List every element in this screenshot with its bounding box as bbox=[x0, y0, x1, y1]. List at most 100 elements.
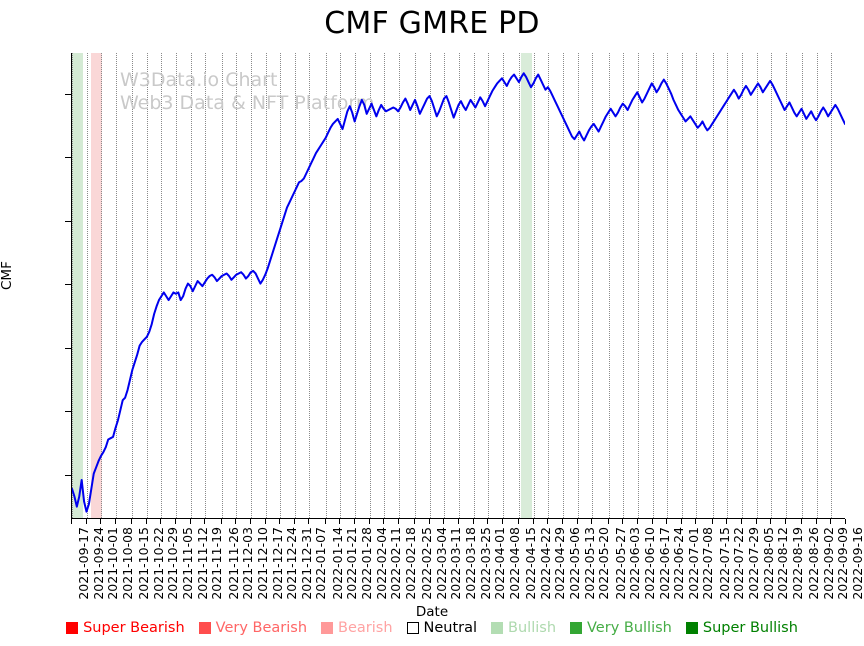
gridline-2022-03-11 bbox=[444, 53, 446, 518]
x-tick-mark bbox=[740, 519, 742, 524]
x-tick-mark bbox=[666, 519, 667, 524]
legend-item-very-bearish[interactable]: Very Bearish bbox=[198, 620, 307, 636]
x-tick-mark bbox=[651, 519, 653, 524]
x-tick-mark bbox=[576, 519, 578, 524]
x-tick-mark bbox=[131, 519, 133, 524]
gridline-2022-02-04 bbox=[369, 53, 371, 518]
x-tick-label: 2021-11-12 bbox=[194, 527, 210, 600]
x-tick-mark bbox=[189, 519, 191, 524]
legend-label: Bullish bbox=[508, 620, 557, 636]
x-tick-mark bbox=[695, 519, 697, 524]
x-tick-label: 2021-12-24 bbox=[284, 527, 299, 600]
x-tick-label: 2022-06-17 bbox=[656, 527, 672, 600]
gridline-2021-10-01 bbox=[101, 53, 103, 518]
x-tick-label: 2021-11-05 bbox=[180, 527, 195, 600]
legend-swatch-icon bbox=[66, 622, 79, 634]
legend-item-bearish[interactable]: Bearish bbox=[321, 620, 393, 636]
x-tick-label: 2022-04-01 bbox=[492, 527, 508, 600]
x-tick-label: 2022-05-27 bbox=[612, 527, 628, 600]
x-tick-mark bbox=[607, 519, 609, 524]
gridline-2021-11-05 bbox=[176, 53, 177, 518]
legend-swatch-icon bbox=[685, 622, 698, 634]
gridline-2022-01-07 bbox=[309, 53, 311, 518]
x-axis-label: Date bbox=[415, 604, 449, 620]
legend-label: Neutral bbox=[423, 620, 478, 636]
gridline-2022-02-18 bbox=[398, 53, 400, 518]
x-tick-label: 2021-10-01 bbox=[105, 527, 121, 600]
x-tick-label: 2022-05-06 bbox=[567, 527, 582, 600]
signal-band-bullish-0 bbox=[72, 53, 83, 518]
gridline-2021-10-15 bbox=[132, 53, 134, 518]
x-tick-label: 2022-08-05 bbox=[760, 527, 776, 600]
gridline-2022-07-29 bbox=[741, 53, 743, 518]
gridline-2021-10-08 bbox=[115, 53, 117, 518]
gridline-2021-12-31 bbox=[294, 53, 296, 518]
x-tick-label: 2022-06-03 bbox=[627, 527, 643, 600]
x-tick-label: 2022-07-29 bbox=[745, 527, 761, 600]
cmf-line-path bbox=[72, 73, 845, 511]
x-tick-mark bbox=[175, 519, 176, 524]
x-tick-label: 2021-09-17 bbox=[76, 527, 91, 600]
legend-item-bullish[interactable]: Bullish bbox=[491, 620, 556, 636]
gridline-2021-12-24 bbox=[280, 53, 281, 518]
x-tick-label: 2022-02-18 bbox=[402, 527, 418, 600]
legend-item-neutral[interactable]: Neutral bbox=[406, 620, 478, 636]
gridline-2022-02-11 bbox=[384, 53, 386, 518]
y-tick-mark bbox=[65, 284, 71, 286]
gridline-2022-01-14 bbox=[325, 53, 327, 518]
x-tick-label: 2021-10-29 bbox=[165, 527, 181, 600]
x-tick-label: 2022-02-11 bbox=[388, 527, 404, 600]
legend-swatch-icon bbox=[491, 622, 504, 634]
gridline-2022-04-29 bbox=[548, 53, 550, 518]
gridline-2021-12-17 bbox=[265, 53, 267, 518]
legend-item-very-bullish[interactable]: Very Bullish bbox=[570, 620, 672, 636]
gridline-2022-05-20 bbox=[592, 53, 594, 518]
gridline-2022-08-12 bbox=[771, 53, 773, 518]
x-tick-mark bbox=[308, 519, 310, 524]
y-tick-mark bbox=[65, 474, 71, 476]
x-tick-mark bbox=[324, 519, 326, 524]
x-tick-label: 2022-04-08 bbox=[506, 527, 522, 600]
x-tick-label: 2022-01-21 bbox=[344, 527, 360, 600]
x-tick-mark bbox=[383, 519, 385, 524]
gridline-2022-07-22 bbox=[727, 53, 729, 518]
x-tick-mark bbox=[160, 519, 162, 524]
x-tick-mark bbox=[443, 519, 445, 524]
gridline-2022-07-15 bbox=[712, 53, 714, 518]
x-tick-label: 2022-07-01 bbox=[685, 527, 701, 600]
gridline-2022-06-17 bbox=[652, 53, 654, 518]
x-tick-label: 2022-01-07 bbox=[313, 527, 329, 600]
x-tick-mark bbox=[100, 519, 102, 524]
x-tick-label: 2022-05-13 bbox=[581, 527, 597, 600]
y-tick-mark bbox=[65, 220, 71, 222]
legend-label: Super Bullish bbox=[702, 620, 798, 636]
x-tick-label: 2021-12-31 bbox=[298, 527, 314, 600]
gridline-2021-11-19 bbox=[205, 53, 207, 518]
legend-item-super-bullish[interactable]: Super Bullish bbox=[685, 620, 798, 636]
legend-item-super-bearish[interactable]: Super Bearish bbox=[66, 620, 185, 636]
y-tick-mark bbox=[65, 411, 71, 413]
x-tick-mark bbox=[591, 519, 593, 524]
x-tick-label: 2021-11-26 bbox=[225, 527, 241, 600]
x-tick-mark bbox=[518, 519, 520, 524]
gridline-2021-10-22 bbox=[146, 53, 148, 518]
x-tick-mark bbox=[339, 519, 341, 524]
x-tick-mark bbox=[815, 519, 817, 524]
x-tick-mark bbox=[204, 519, 206, 524]
x-tick-mark bbox=[368, 519, 370, 524]
plot-area: W3Data.io Chart Web3 Data & NFT Platform bbox=[71, 53, 845, 519]
x-tick-mark bbox=[755, 519, 757, 524]
x-tick-label: 2021-12-03 bbox=[240, 527, 256, 600]
x-tick-mark bbox=[726, 519, 728, 524]
x-tick-label: 2022-08-26 bbox=[806, 527, 822, 600]
x-tick-label: 2022-06-24 bbox=[671, 527, 686, 600]
gridline-2022-03-25 bbox=[473, 53, 475, 518]
legend-swatch-icon bbox=[406, 622, 419, 634]
gridline-2022-01-21 bbox=[340, 53, 342, 518]
x-tick-mark bbox=[264, 519, 266, 524]
x-tick-label: 2021-10-15 bbox=[136, 527, 152, 600]
x-tick-label: 2022-04-15 bbox=[523, 527, 539, 600]
signal-band-bearish-1 bbox=[90, 53, 102, 518]
x-tick-mark bbox=[353, 519, 355, 524]
